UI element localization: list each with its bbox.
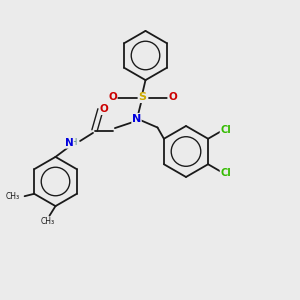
Text: Cl: Cl [220, 168, 231, 178]
Text: N: N [64, 138, 74, 148]
Text: Cl: Cl [220, 125, 231, 135]
Text: H: H [70, 138, 77, 147]
Text: O: O [108, 92, 117, 103]
Text: O: O [168, 92, 177, 103]
Text: O: O [100, 104, 109, 115]
Text: N: N [132, 113, 141, 124]
Text: S: S [139, 92, 146, 103]
Text: CH₃: CH₃ [41, 217, 55, 226]
Text: CH₃: CH₃ [6, 192, 20, 201]
